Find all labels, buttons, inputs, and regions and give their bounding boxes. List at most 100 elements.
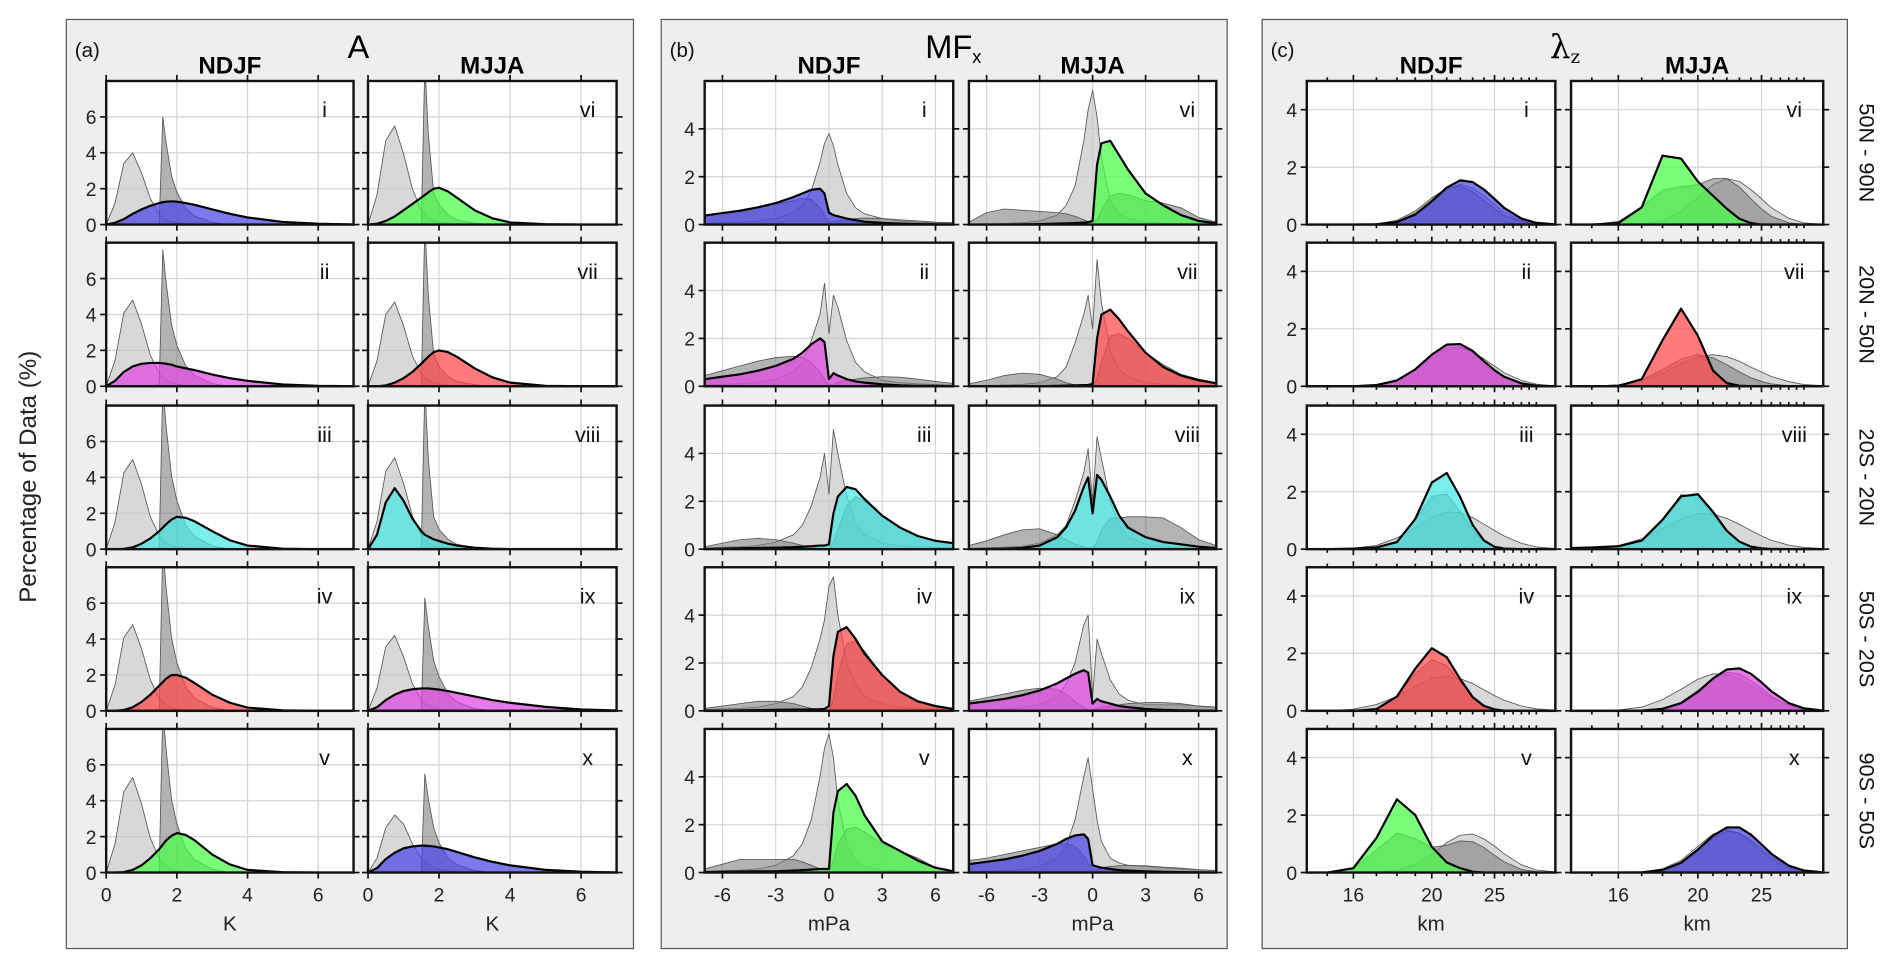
density-colored-cyan: [704, 485, 954, 550]
x-tick-label: 2: [171, 885, 182, 906]
density-colored-cyan: [1571, 493, 1824, 550]
subplot-ix: ix: [361, 561, 623, 717]
subplot-vi: vi: [1565, 74, 1830, 231]
subplot-label: i: [922, 97, 927, 122]
density-colored-cyan: [1306, 471, 1556, 550]
subplot-viii: viii: [962, 399, 1223, 556]
subplot-label: v: [919, 745, 930, 770]
y-tick-label: 4: [684, 445, 695, 466]
subplot-ii: 0 2 4 ii: [684, 236, 960, 399]
subplot-label: viii: [575, 422, 600, 447]
x-tick-label: 0: [1087, 885, 1098, 906]
x-tick-label: 25: [1751, 885, 1772, 906]
density-colored-green: [1306, 798, 1556, 873]
x-tick-label: 0: [824, 885, 835, 906]
subplot-vii: vii: [1565, 236, 1830, 393]
panel-tag: (b): [670, 39, 695, 62]
x-tick-label: -3: [1031, 885, 1048, 906]
density-colored-green: [1571, 154, 1824, 225]
subplot-label: ii: [919, 259, 929, 284]
subplot-iii: 0 2 4 iii: [684, 399, 960, 561]
subplot-label: v: [1521, 745, 1532, 770]
x-axis-label: km: [1417, 912, 1444, 935]
panel-title-main: A: [348, 29, 370, 65]
y-tick-label: 2: [684, 816, 695, 837]
y-tick-label: 2: [1286, 320, 1297, 341]
subplot-label: iii: [917, 422, 931, 447]
subplot-label: iv: [1519, 583, 1535, 608]
y-tick-label: 4: [86, 144, 97, 165]
subplot-label: viii: [1782, 422, 1807, 447]
subplot-label: i: [322, 97, 327, 122]
y-tick-label: 0: [1286, 378, 1297, 399]
panel-title: A: [348, 29, 370, 65]
region-label: 20S - 20N: [1854, 429, 1879, 527]
column-title-ndjf: NDJF: [198, 53, 261, 80]
y-tick-label: 2: [684, 493, 695, 514]
density-colored-red: [968, 308, 1217, 387]
subplot-label: v: [319, 745, 330, 770]
y-tick-label: 2: [684, 330, 695, 351]
y-tick-label: 6: [86, 270, 97, 291]
y-tick-label: 2: [86, 828, 97, 849]
subplot-iii: 0 2 4 iii: [1286, 399, 1562, 561]
y-tick-label: 2: [1286, 483, 1297, 504]
y-tick-label: 0: [684, 702, 695, 723]
subplot-ii: 0 2 4 ii: [1286, 236, 1562, 399]
y-tick-label: 0: [684, 216, 695, 237]
subplot-label: iii: [317, 422, 331, 447]
y-tick-label: 2: [684, 654, 695, 675]
x-tick-label: 6: [930, 885, 941, 906]
x-tick-label: 20: [1687, 885, 1708, 906]
subplot-x: 16 20 25 x: [1565, 722, 1830, 906]
x-tick-label: 25: [1484, 885, 1505, 906]
subplot-vi: vi: [962, 74, 1223, 231]
y-tick-label: 0: [1286, 864, 1297, 885]
density-colored-red: [1571, 307, 1824, 387]
density-dark-grey: [106, 567, 354, 711]
x-tick-label: -6: [714, 885, 731, 906]
y-tick-label: 0: [1286, 540, 1297, 561]
subplot-i: 0 2 4 i: [684, 74, 960, 237]
y-tick-label: 6: [86, 594, 97, 615]
x-tick-label: 0: [363, 885, 374, 906]
subplot-label: ii: [320, 259, 330, 284]
x-tick-label: 6: [1193, 885, 1204, 906]
y-tick-label: 0: [1286, 216, 1297, 237]
subplot-vii: vii: [962, 236, 1223, 393]
y-tick-label: 0: [684, 540, 695, 561]
x-axis-label: K: [485, 912, 499, 935]
panel-title: λz: [1550, 28, 1580, 68]
density-colored-magenta: [368, 687, 617, 711]
y-tick-label: 4: [86, 792, 97, 813]
y-tick-label: 2: [86, 505, 97, 526]
y-tick-label: 4: [1286, 101, 1297, 122]
subplot-iv: 0 2 4 iv: [684, 561, 960, 723]
density-colored-magenta: [106, 361, 354, 387]
density-dark-grey: [368, 597, 617, 711]
subplot-label: vi: [1179, 97, 1195, 122]
y-tick-label: 4: [1286, 587, 1297, 608]
y-tick-label: 0: [86, 702, 97, 723]
y-tick-label: 2: [1286, 158, 1297, 179]
y-tick-label: 4: [684, 768, 695, 789]
y-tick-label: 2: [86, 180, 97, 201]
y-tick-label: 6: [86, 756, 97, 777]
density-colored-cyan: [968, 473, 1217, 550]
subplot-label: ix: [580, 583, 596, 608]
panel-tag: (c): [1271, 39, 1295, 62]
subplot-label: x: [1789, 745, 1800, 770]
density-colored-blue: [368, 844, 617, 873]
density-dark-grey: [106, 728, 354, 873]
y-tick-label: 4: [684, 120, 695, 141]
density-dark-grey: [368, 405, 617, 550]
density-colored-blue: [106, 200, 354, 225]
subplot-label: ix: [1786, 583, 1802, 608]
y-tick-label: 6: [86, 108, 97, 129]
x-tick-label: 0: [101, 885, 112, 906]
region-label: 50S - 20S: [1854, 591, 1879, 688]
y-tick-label: 4: [86, 306, 97, 327]
subplot-iv: 0 2 4 6 iv: [86, 561, 360, 723]
subplot-vii: vii: [361, 236, 623, 393]
region-label: 90S - 50S: [1854, 752, 1879, 849]
